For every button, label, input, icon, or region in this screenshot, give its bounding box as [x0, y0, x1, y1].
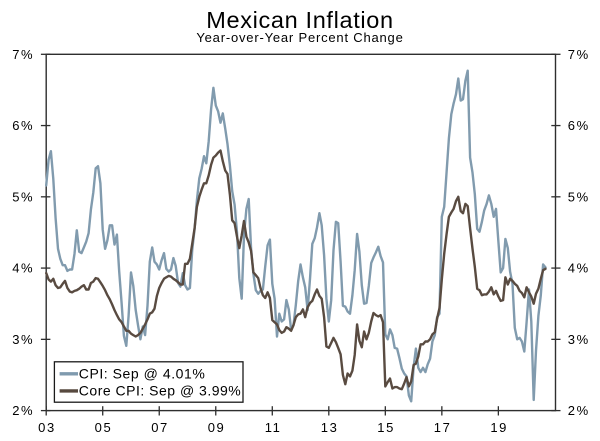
svg-text:07: 07 — [151, 420, 169, 435]
svg-text:3%: 3% — [12, 332, 34, 347]
svg-text:5%: 5% — [568, 189, 590, 204]
svg-text:03: 03 — [38, 420, 56, 435]
svg-text:19: 19 — [490, 420, 508, 435]
svg-text:17: 17 — [434, 420, 452, 435]
svg-text:4%: 4% — [12, 261, 34, 276]
svg-text:CPI: Sep @ 4.01%: CPI: Sep @ 4.01% — [79, 365, 206, 381]
svg-text:3%: 3% — [568, 332, 590, 347]
svg-text:15: 15 — [377, 420, 395, 435]
svg-text:Core CPI: Sep @ 3.99%: Core CPI: Sep @ 3.99% — [79, 382, 241, 398]
svg-text:4%: 4% — [568, 261, 590, 276]
svg-text:09: 09 — [208, 420, 226, 435]
svg-text:7%: 7% — [568, 47, 590, 62]
svg-text:Year-over-Year Percent Change: Year-over-Year Percent Change — [196, 30, 403, 45]
svg-text:13: 13 — [321, 420, 339, 435]
svg-text:5%: 5% — [12, 189, 34, 204]
svg-text:6%: 6% — [568, 118, 590, 133]
svg-text:Mexican Inflation: Mexican Inflation — [206, 7, 393, 33]
svg-text:6%: 6% — [12, 118, 34, 133]
svg-text:2%: 2% — [568, 403, 590, 418]
svg-text:2%: 2% — [12, 403, 34, 418]
svg-text:05: 05 — [95, 420, 113, 435]
svg-text:11: 11 — [265, 420, 282, 435]
svg-text:7%: 7% — [12, 47, 34, 62]
